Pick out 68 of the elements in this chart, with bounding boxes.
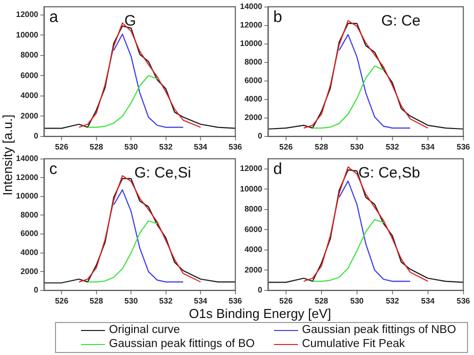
x-tick-label: 528: [90, 142, 104, 152]
y-tick-label: 4000: [20, 248, 39, 258]
y-tick-label: 0: [34, 132, 39, 141]
y-tick-label: 0: [258, 132, 263, 141]
x-tick-label: 536: [228, 142, 243, 152]
x-tick-label: 528: [314, 142, 329, 152]
x-tick-label: 528: [90, 296, 104, 306]
y-tick-label: 8000: [244, 58, 263, 67]
y-tick-label: 6000: [244, 224, 263, 234]
chart-title: G: [124, 12, 136, 30]
annotation: d: [273, 161, 282, 178]
legend-label: Gaussian peak fittings of BO: [109, 338, 255, 352]
x-tick-label: 526: [279, 296, 294, 306]
y-tick-label: 2000: [20, 111, 39, 120]
annotation: b: [273, 9, 282, 26]
x-tick-label: 530: [124, 142, 138, 152]
y-tick-label: 2000: [20, 266, 39, 276]
chart-title: G: Ce,Sb: [358, 164, 420, 182]
x-tick-label: 530: [350, 296, 364, 306]
x-tick-label: 532: [386, 142, 400, 152]
y-tick-label: 2000: [244, 265, 263, 274]
annotation: c: [49, 161, 58, 178]
legend-label: Original curve: [109, 324, 180, 337]
y-tick-label: 12000: [16, 10, 39, 20]
y-tick-label: 4000: [20, 91, 39, 100]
y-tick-label: 6000: [20, 229, 39, 238]
x-tick-label: 536: [456, 296, 471, 306]
y-tick-label: 8000: [20, 50, 39, 60]
y-tick-label: 0: [258, 286, 263, 295]
x-tick-label: 532: [159, 142, 174, 152]
y-tick-label: 4000: [244, 94, 263, 104]
y-tick-label: 10000: [16, 192, 39, 201]
x-tick-label: 526: [54, 142, 69, 152]
x-axis-title: O1s Binding Energy [eV]: [188, 306, 332, 321]
x-tick-label: 534: [421, 296, 436, 306]
x-tick-label: 526: [279, 142, 294, 152]
y-tick-label: 10000: [16, 30, 39, 40]
y-tick-label: 6000: [244, 76, 263, 86]
x-tick-label: 536: [456, 142, 471, 152]
y-tick-label: 12000: [240, 20, 263, 30]
x-tick-label: 532: [386, 296, 400, 306]
y-axis-title: Intensity [a.u.]: [0, 114, 16, 198]
chart-title: G: Ce,Si: [134, 164, 192, 182]
annotation: a: [49, 9, 58, 26]
y-tick-label: 14000: [240, 2, 263, 12]
y-tick-label: 8000: [244, 204, 263, 214]
x-tick-label: 532: [159, 296, 174, 306]
x-tick-label: 530: [350, 142, 364, 152]
y-tick-label: 0: [34, 286, 39, 295]
y-tick-label: 10000: [240, 39, 263, 48]
x-tick-label: 534: [194, 296, 208, 306]
chart-title: G: Ce: [381, 12, 420, 30]
x-tick-label: 530: [124, 296, 138, 306]
y-tick-label: 6000: [20, 70, 39, 80]
y-tick-label: 12000: [240, 164, 263, 174]
y-tick-label: 4000: [244, 245, 263, 254]
y-tick-label: 14000: [16, 154, 39, 164]
y-tick-label: 10000: [240, 184, 263, 194]
legend-label: Cumulative Fit Peak: [302, 338, 405, 352]
x-tick-label: 536: [228, 296, 243, 306]
x-tick-label: 534: [421, 142, 436, 152]
x-tick-label: 526: [54, 296, 69, 306]
y-tick-label: 8000: [20, 210, 39, 220]
y-tick-label: 2000: [244, 113, 263, 122]
y-tick-label: 12000: [16, 172, 39, 182]
x-tick-label: 528: [314, 296, 329, 306]
legend-label: Gaussian peak fittings of NBO: [302, 324, 456, 337]
x-tick-label: 534: [194, 142, 208, 152]
